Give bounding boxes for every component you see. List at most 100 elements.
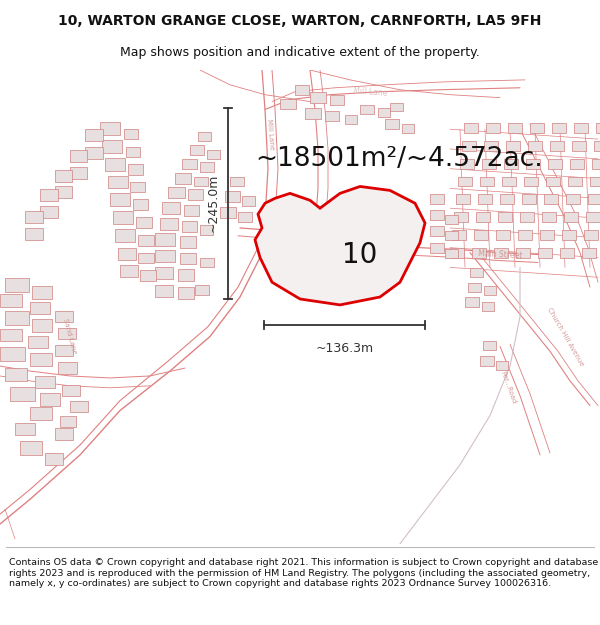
Bar xyxy=(55,186,72,198)
Text: Map shows position and indicative extent of the property.: Map shows position and indicative extent… xyxy=(120,46,480,59)
Bar xyxy=(220,208,236,218)
Text: ~136.3m: ~136.3m xyxy=(316,342,374,356)
Bar xyxy=(592,159,600,169)
Bar xyxy=(430,226,444,236)
Bar xyxy=(586,212,600,222)
Bar xyxy=(115,229,135,242)
Bar xyxy=(468,283,481,292)
Bar xyxy=(516,248,530,258)
Bar xyxy=(184,205,199,216)
Bar xyxy=(542,212,556,222)
Bar xyxy=(160,218,178,230)
Bar xyxy=(502,177,516,186)
Bar xyxy=(482,159,496,169)
Text: ~18501m²/~4.572ac.: ~18501m²/~4.572ac. xyxy=(255,146,543,172)
Bar xyxy=(430,242,444,252)
Bar xyxy=(568,177,582,186)
Bar xyxy=(178,287,194,299)
Bar xyxy=(182,159,197,169)
Bar xyxy=(452,230,466,240)
Bar xyxy=(594,141,600,151)
Text: Sand Lane: Sand Lane xyxy=(62,318,77,355)
Bar xyxy=(178,269,194,281)
Bar xyxy=(310,92,326,103)
Bar xyxy=(520,212,534,222)
Bar xyxy=(168,188,185,198)
Bar xyxy=(445,231,458,240)
Bar xyxy=(198,132,211,141)
Bar xyxy=(564,212,578,222)
Bar xyxy=(500,194,514,204)
Bar xyxy=(28,336,48,348)
Bar xyxy=(496,361,508,370)
Bar xyxy=(130,181,145,192)
Bar xyxy=(85,147,103,159)
Bar xyxy=(124,129,138,139)
Bar xyxy=(480,356,494,366)
Bar xyxy=(456,194,470,204)
Bar xyxy=(504,159,518,169)
Bar xyxy=(508,123,522,133)
Bar xyxy=(480,177,494,186)
Bar xyxy=(138,253,154,264)
Bar xyxy=(385,119,399,129)
Bar xyxy=(200,225,213,235)
Bar xyxy=(390,102,403,111)
Bar xyxy=(40,189,58,201)
Bar xyxy=(105,158,125,171)
Bar xyxy=(574,123,588,133)
Bar xyxy=(108,176,128,189)
Bar xyxy=(445,249,458,258)
Bar xyxy=(162,202,180,214)
Text: Main Street: Main Street xyxy=(280,214,325,229)
Bar xyxy=(25,211,43,223)
Bar xyxy=(528,141,542,151)
Bar xyxy=(538,248,552,258)
Text: 10: 10 xyxy=(343,241,377,269)
Bar xyxy=(200,162,214,172)
Bar xyxy=(55,311,73,322)
Bar xyxy=(430,210,444,220)
Bar xyxy=(102,140,122,153)
Bar xyxy=(138,235,154,246)
Bar xyxy=(35,376,55,388)
Bar xyxy=(182,221,197,232)
Bar xyxy=(133,199,148,210)
Bar xyxy=(110,193,130,206)
Text: Church Hill Avenue: Church Hill Avenue xyxy=(546,306,584,367)
Bar xyxy=(5,278,29,292)
Bar xyxy=(484,141,498,151)
Bar xyxy=(526,159,540,169)
Bar xyxy=(126,147,140,157)
Text: ~245.0m: ~245.0m xyxy=(206,174,220,232)
Bar xyxy=(518,230,532,240)
Bar xyxy=(462,141,476,151)
Bar xyxy=(25,228,43,240)
Bar xyxy=(494,248,508,258)
Text: Main Street: Main Street xyxy=(478,249,523,260)
Bar xyxy=(32,286,52,299)
Bar xyxy=(155,249,175,262)
Bar xyxy=(570,159,584,169)
Bar xyxy=(550,141,564,151)
Bar xyxy=(590,177,600,186)
Bar xyxy=(155,285,173,297)
Bar xyxy=(120,266,138,278)
Bar xyxy=(582,248,596,258)
Bar xyxy=(596,123,600,133)
Bar xyxy=(458,177,472,186)
Bar xyxy=(118,248,136,259)
Bar xyxy=(58,328,76,339)
Bar xyxy=(45,453,63,465)
Text: Contains OS data © Crown copyright and database right 2021. This information is : Contains OS data © Crown copyright and d… xyxy=(9,558,598,588)
Bar xyxy=(242,196,255,206)
Bar xyxy=(20,441,42,455)
Bar xyxy=(30,406,52,421)
Bar xyxy=(70,167,87,179)
Bar xyxy=(524,177,538,186)
Bar xyxy=(584,230,598,240)
Bar xyxy=(155,233,175,246)
Bar xyxy=(540,230,554,240)
Bar xyxy=(62,385,80,396)
Bar xyxy=(506,141,520,151)
